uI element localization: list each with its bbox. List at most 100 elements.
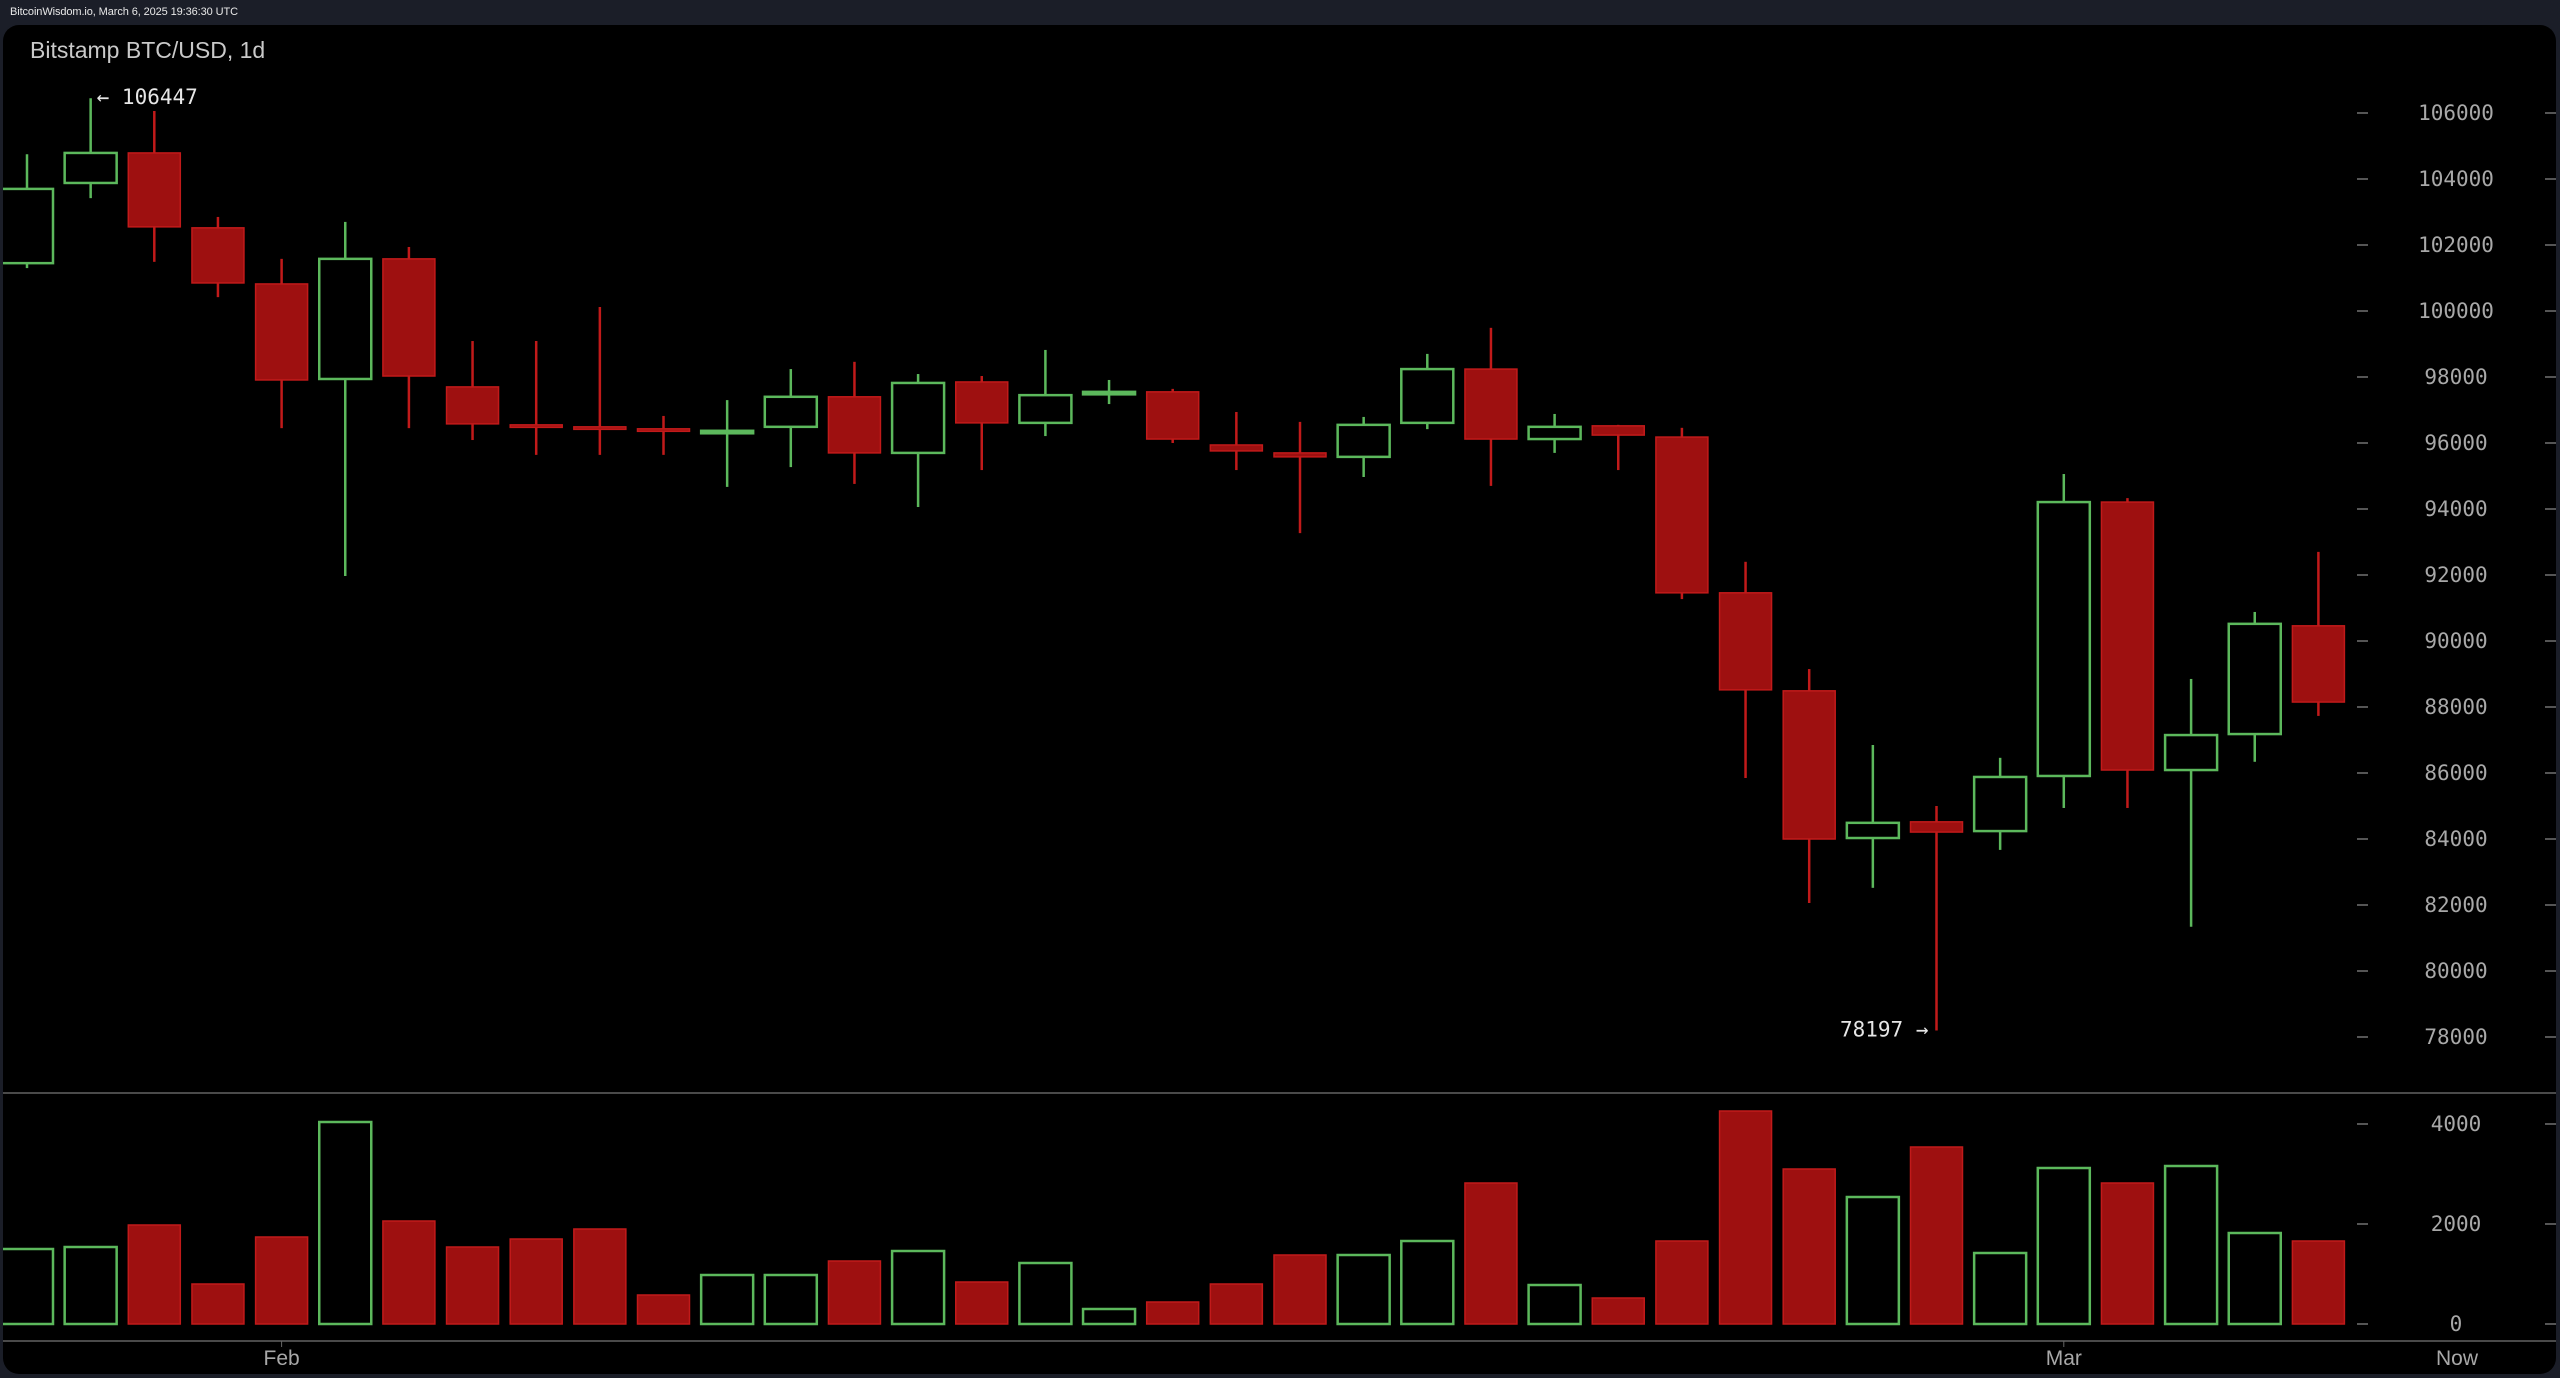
volume-bar[interactable] [509,1238,563,1325]
candle[interactable] [827,361,882,484]
candle-body-up [2163,733,2219,772]
candle[interactable] [1972,757,2028,850]
candle[interactable] [509,341,563,455]
candle[interactable] [445,341,500,441]
price-tick-label: 94000 [2424,497,2487,521]
candle[interactable] [1336,416,1391,477]
volume-bar[interactable] [3,1247,55,1326]
volume-bar[interactable] [2227,1231,2282,1326]
volume-bar[interactable] [1718,1110,1773,1325]
candle[interactable] [955,376,1009,471]
volume-bar[interactable] [1972,1251,2028,1326]
candle-body-up [3,187,55,265]
volume-bar[interactable] [890,1249,946,1326]
volume-bar[interactable] [2100,1182,2155,1325]
candle[interactable] [1400,353,1455,430]
candle-body-up [2227,622,2282,736]
candle[interactable] [1655,427,1709,600]
volume-bar[interactable] [1081,1307,1137,1326]
volume-bar[interactable] [63,1245,118,1326]
volume-bar[interactable] [2163,1164,2219,1326]
volume-bar[interactable] [254,1236,309,1325]
price-tick-label: 78000 [2424,1025,2487,1049]
candle[interactable] [2036,474,2092,808]
candle[interactable] [2227,611,2282,762]
candle[interactable] [254,258,309,429]
price-tick-label: 90000 [2424,629,2487,653]
candle-body-up [699,429,755,435]
candle[interactable] [1018,349,1073,437]
top-bar: BitcoinWisdom.io, March 6, 2025 19:36:30… [0,0,2560,24]
candle[interactable] [1845,744,1901,888]
candle[interactable] [1527,413,1582,453]
volume-bar[interactable] [1145,1301,1200,1325]
volume-bar[interactable] [1591,1297,1645,1325]
candle-body-up [1081,390,1137,396]
candle[interactable] [127,111,182,262]
candle[interactable] [3,154,55,269]
candle[interactable] [890,374,946,508]
candlestick-chart[interactable]: 106000 104000 102000 100000 98000 96000 94000 9… [3,25,2556,1374]
candle-body-down [1209,444,1264,452]
volume-bar[interactable] [318,1120,373,1326]
candle[interactable] [63,98,118,199]
volume-bar[interactable] [1909,1146,1964,1325]
volume-bar[interactable] [1845,1195,1901,1326]
volume-bar[interactable] [636,1294,691,1325]
candle-body-down [827,396,882,454]
candle[interactable] [382,246,436,429]
candle[interactable] [1273,421,1327,534]
volume-bar[interactable] [827,1260,882,1325]
volume-bar[interactable] [1400,1239,1455,1326]
volume-bar[interactable] [1464,1182,1518,1325]
chart-panel: 106000 104000 102000 100000 98000 96000 94000 9… [3,25,2556,1374]
volume-bar[interactable] [382,1220,436,1325]
candle[interactable] [1081,379,1137,405]
candle[interactable] [763,369,819,468]
volume-bar[interactable] [127,1224,182,1325]
volume-bar[interactable] [1782,1168,1836,1325]
volume-bar[interactable] [191,1283,245,1325]
volume-bar[interactable] [1336,1253,1391,1326]
candle-body-up [63,151,118,185]
price-tick-label: 80000 [2424,959,2487,983]
candle-body-up [1527,425,1582,441]
volume-bar[interactable] [2036,1166,2092,1326]
volume-bar[interactable] [955,1281,1009,1325]
axes: 106000 104000 102000 100000 98000 96000 94000 9… [3,101,2556,1370]
price-tick-label: 84000 [2424,827,2487,851]
candle[interactable] [1909,806,1964,1031]
volume-bar[interactable] [2291,1240,2346,1325]
candle[interactable] [1718,561,1773,778]
volume-bar[interactable] [1527,1283,1582,1326]
x-tick-label-feb: Feb [264,1347,300,1370]
volume-bar[interactable] [1273,1254,1327,1325]
candle[interactable] [1145,388,1200,443]
candle[interactable] [1209,411,1264,471]
volume-bar[interactable] [445,1246,500,1325]
candle[interactable] [1591,424,1645,471]
candle[interactable] [573,307,627,455]
candle-body-down [1273,452,1327,458]
candle-body-up [1336,423,1391,459]
candle[interactable] [191,216,245,298]
price-tick-label: 88000 [2424,695,2487,719]
candle[interactable] [699,400,755,487]
volume-bar[interactable] [1018,1261,1073,1326]
volume-tick-label: 4000 [2431,1112,2482,1136]
candle[interactable] [636,415,691,455]
candle[interactable] [1464,327,1518,486]
candle-body-down [509,424,563,429]
candle[interactable] [2163,678,2219,927]
volume-bar[interactable] [699,1273,755,1326]
volume-bar[interactable] [763,1273,819,1326]
volume-bar[interactable] [573,1228,627,1325]
volume-bar[interactable] [1655,1240,1709,1325]
candle[interactable] [2291,551,2346,716]
candle-body-down [127,152,182,228]
volume-bar[interactable] [1209,1283,1264,1325]
candle[interactable] [1782,669,1836,904]
candle[interactable] [2100,498,2155,808]
candle[interactable] [318,221,373,576]
volume-tick-label: 2000 [2431,1212,2482,1236]
